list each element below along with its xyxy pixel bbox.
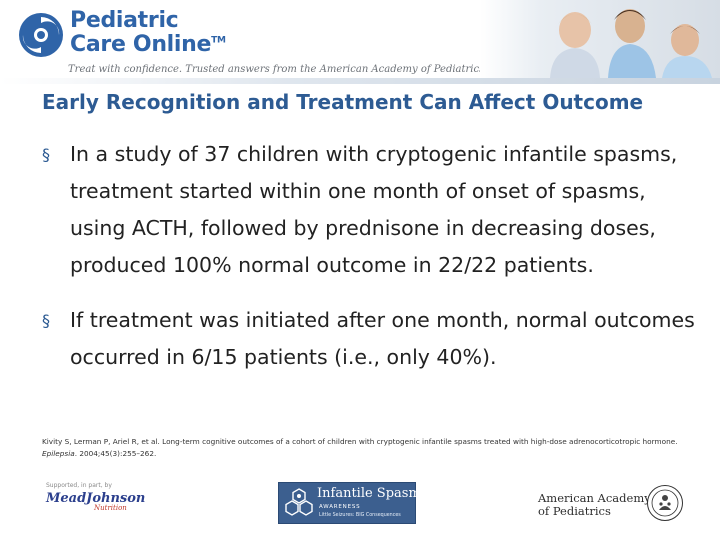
hexagon-cluster-icon <box>285 488 313 516</box>
bullet-list: § In a study of 37 children with cryptog… <box>42 136 702 376</box>
isa-awareness: AWARENESS <box>319 504 361 510</box>
aap-logo-text: American Academy of Pediatrics <box>538 492 651 518</box>
brand-logo: Pediatric Care OnlineTM <box>70 10 226 56</box>
bullet-item: § If treatment was initiated after one m… <box>42 302 702 376</box>
trademark: TM <box>211 35 226 46</box>
brand-line2: Care Online <box>70 32 212 57</box>
isa-tagline: Little Seizures: BIG Consequences <box>319 513 401 518</box>
slide-footer: Supported, in part, by MeadJohnson Nutri… <box>0 478 720 540</box>
pco-swirl-icon <box>19 13 63 57</box>
citation: Kivity S, Lerman P, Ariel R, et al. Long… <box>42 436 682 460</box>
citation-journal: Epilepsia <box>42 449 75 458</box>
infantile-spasms-awareness-logo: Infantile Spasms AWARENESS Little Seizur… <box>278 482 427 524</box>
bullet-marker: § <box>42 145 50 164</box>
slide-title: Early Recognition and Treatment Can Affe… <box>42 90 644 114</box>
sponsor-logo: Supported, in part, by MeadJohnson Nutri… <box>46 482 146 526</box>
sponsor-prefix: Supported, in part, by <box>46 482 112 489</box>
tagline: Treat with confidence. Trusted answers f… <box>68 64 488 75</box>
brand-line1: Pediatric <box>70 8 179 33</box>
slide-header: Pediatric Care OnlineTM Treat with confi… <box>0 0 720 86</box>
header-divider <box>0 78 720 84</box>
aap-line2: of Pediatrics <box>538 504 611 518</box>
aap-line1: American Academy <box>538 491 651 505</box>
isa-title: Infantile Spasms <box>317 486 428 501</box>
bullet-text: In a study of 37 children with cryptogen… <box>70 142 678 277</box>
citation-text: Kivity S, Lerman P, Ariel R, et al. Long… <box>42 437 678 446</box>
header-photo <box>480 0 720 78</box>
bullet-marker: § <box>42 311 50 330</box>
sponsor-sub: Nutrition <box>94 504 127 512</box>
sponsor-name: MeadJohnson <box>46 491 146 506</box>
bullet-item: § In a study of 37 children with cryptog… <box>42 136 702 284</box>
bullet-text: If treatment was initiated after one mon… <box>70 308 695 369</box>
citation-details: . 2004;45(3):255–262. <box>74 449 157 458</box>
aap-seal-icon <box>647 485 683 521</box>
